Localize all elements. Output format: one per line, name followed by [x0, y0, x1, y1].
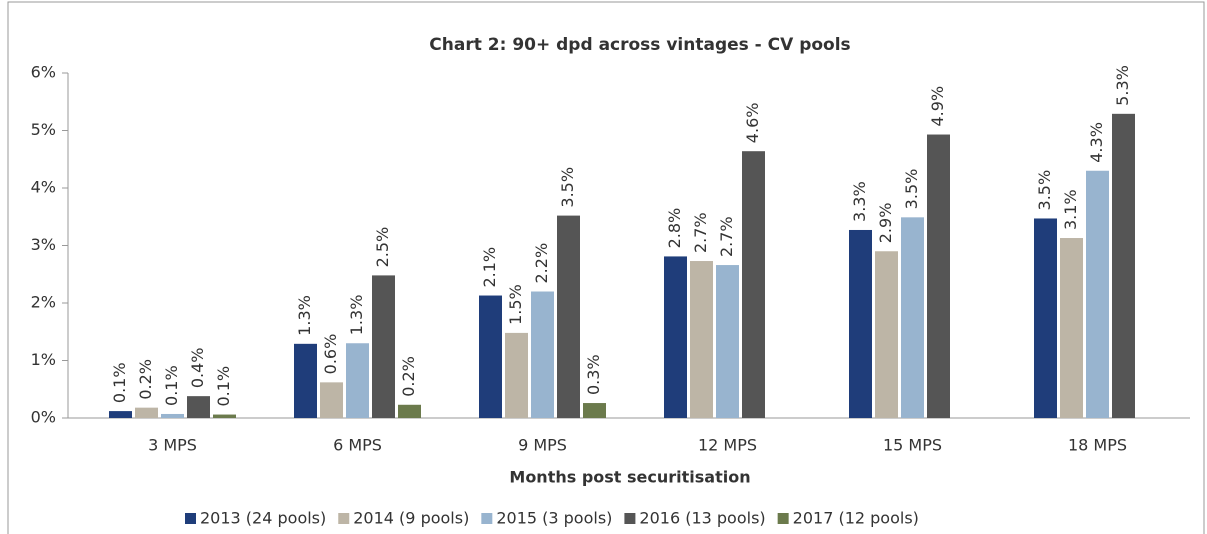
bar	[927, 134, 950, 418]
data-label: 1.3%	[295, 295, 314, 336]
y-tick-label: 4%	[31, 178, 56, 197]
data-label: 2.2%	[532, 243, 551, 284]
bar	[664, 256, 687, 418]
legend-swatch	[481, 513, 493, 524]
bar	[531, 291, 554, 418]
bar	[690, 261, 713, 418]
legend-swatch	[185, 513, 196, 524]
frame	[7, 1, 1205, 534]
bar	[346, 343, 369, 418]
data-label: 3.3%	[850, 181, 869, 222]
data-label: 0.1%	[214, 366, 233, 407]
data-label: 1.5%	[506, 284, 525, 325]
bar	[372, 275, 395, 418]
x-tick-label: 12 MPS	[698, 436, 757, 455]
bar	[557, 215, 580, 418]
data-label: 0.1%	[110, 362, 129, 403]
y-tick-label: 2%	[31, 293, 56, 312]
data-label: 0.6%	[321, 334, 340, 375]
y-tick-label: 0%	[31, 408, 56, 427]
bar	[1034, 218, 1057, 418]
data-label: 2.7%	[691, 212, 710, 253]
data-label: 3.1%	[1061, 189, 1080, 230]
bar	[109, 411, 132, 418]
bar	[583, 403, 606, 418]
data-label: 5.3%	[1113, 65, 1132, 106]
data-label: 0.1%	[162, 365, 181, 406]
data-label: 0.2%	[136, 359, 155, 400]
data-label: 3.5%	[558, 167, 577, 208]
bar	[875, 251, 898, 418]
bar	[742, 151, 765, 418]
data-label: 0.4%	[188, 347, 207, 388]
data-label: 3.5%	[902, 169, 921, 210]
data-label: 2.5%	[373, 227, 392, 268]
data-label: 2.1%	[480, 247, 499, 288]
legend-label: 2013 (24 pools)	[200, 509, 326, 528]
bar	[398, 404, 421, 418]
bar	[849, 229, 872, 418]
data-label: 2.7%	[717, 216, 736, 257]
data-label: 1.3%	[347, 295, 366, 336]
chart-title: Chart 2: 90+ dpd across vintages - CV po…	[429, 35, 850, 55]
bar	[1060, 238, 1083, 418]
bar	[161, 413, 184, 418]
x-tick-label: 6 MPS	[333, 436, 382, 455]
legend-label: 2014 (9 pools)	[353, 509, 469, 528]
bar	[505, 332, 528, 418]
legend-swatch	[624, 513, 636, 524]
bar	[901, 217, 924, 418]
y-tick-label: 6%	[31, 63, 56, 82]
data-label: 0.2%	[399, 356, 418, 397]
data-label: 2.9%	[876, 203, 895, 244]
legend-swatch	[777, 513, 789, 524]
y-tick-label: 1%	[31, 350, 56, 369]
legend-label: 2016 (13 pools)	[639, 509, 765, 528]
x-tick-label: 9 MPS	[518, 436, 567, 455]
bar	[213, 414, 236, 418]
bar	[1112, 113, 1135, 418]
data-label: 0.3%	[584, 354, 603, 395]
data-label: 4.3%	[1087, 122, 1106, 163]
legend-label: 2015 (3 pools)	[496, 509, 612, 528]
bar	[1086, 170, 1109, 418]
bar	[320, 382, 343, 418]
y-tick-label: 3%	[31, 235, 56, 254]
data-label: 4.9%	[928, 86, 947, 127]
bar	[716, 265, 739, 418]
x-tick-label: 18 MPS	[1068, 436, 1127, 455]
x-tick-label: 15 MPS	[883, 436, 942, 455]
bar	[479, 295, 502, 418]
legend-label: 2017 (12 pools)	[793, 509, 919, 528]
x-tick-label: 3 MPS	[148, 436, 197, 455]
data-label: 3.5%	[1035, 170, 1054, 211]
bar	[135, 407, 158, 418]
bar	[294, 343, 317, 418]
legend-swatch	[338, 513, 350, 524]
y-tick-label: 5%	[31, 120, 56, 139]
x-axis-title: Months post securitisation	[509, 468, 750, 487]
bar	[187, 396, 210, 418]
data-label: 2.8%	[665, 208, 684, 249]
data-label: 4.6%	[743, 103, 762, 144]
